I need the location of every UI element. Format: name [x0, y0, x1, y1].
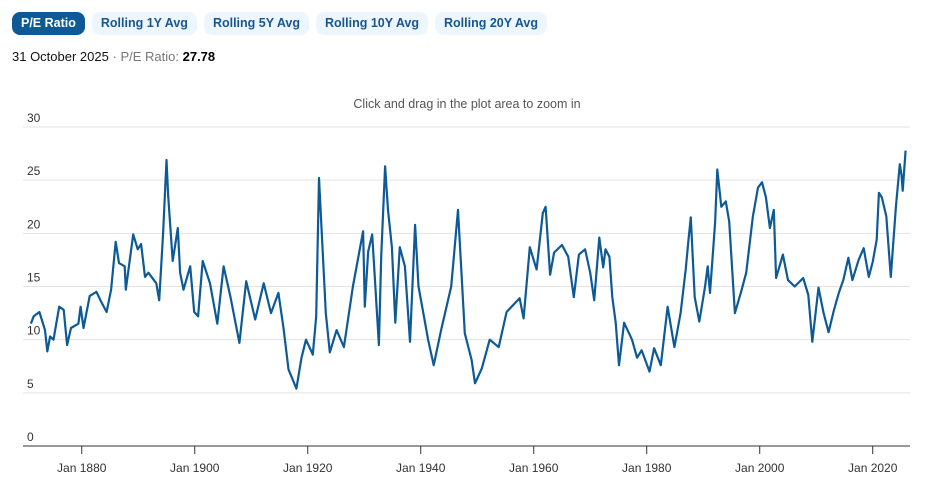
- x-tick-label: Jan 2020: [848, 461, 898, 475]
- x-tick-label: Jan 1940: [396, 461, 446, 475]
- x-tick-label: Jan 1920: [283, 461, 333, 475]
- gridlines: [23, 126, 910, 447]
- readout-separator: ·: [112, 49, 117, 64]
- y-axis-ticks: 0 5 10 15 20 25 30: [27, 111, 41, 444]
- y-tick-label: 0: [27, 430, 34, 444]
- readout-label: P/E Ratio:: [120, 49, 179, 64]
- x-axis-ticks: Jan 1880 Jan 1900 Jan 1920 Jan 1940 Jan 1960…: [57, 446, 898, 475]
- zoom-hint: Click and drag in the plot area to zoom …: [353, 97, 580, 111]
- tab-rolling-20y-avg[interactable]: Rolling 20Y Avg: [435, 12, 548, 35]
- x-tick-label: Jan 1880: [57, 461, 107, 475]
- x-tick-label: Jan 1960: [509, 461, 559, 475]
- y-tick-label: 25: [27, 164, 41, 178]
- y-tick-label: 20: [27, 217, 41, 231]
- pe-ratio-series-line[interactable]: [29, 150, 907, 390]
- x-tick-label: Jan 1900: [170, 461, 220, 475]
- tab-rolling-5y-avg[interactable]: Rolling 5Y Avg: [203, 12, 309, 35]
- y-tick-label: 10: [27, 324, 41, 338]
- tab-pe-ratio[interactable]: P/E Ratio: [12, 12, 85, 35]
- metric-tabs: P/E Ratio Rolling 1Y Avg Rolling 5Y Avg …: [12, 12, 548, 35]
- current-value-readout: 31 October 2025 · P/E Ratio: 27.78: [12, 49, 215, 64]
- tab-rolling-1y-avg[interactable]: Rolling 1Y Avg: [91, 12, 197, 35]
- x-tick-label: Jan 2000: [735, 461, 785, 475]
- tab-rolling-10y-avg[interactable]: Rolling 10Y Avg: [316, 12, 429, 35]
- readout-value: 27.78: [182, 49, 216, 64]
- x-tick-label: Jan 1980: [622, 461, 672, 475]
- readout-date: 31 October 2025: [12, 49, 109, 64]
- series-layer: [29, 150, 907, 390]
- y-tick-label: 15: [27, 271, 41, 285]
- y-tick-label: 30: [27, 111, 41, 125]
- y-tick-label: 5: [27, 377, 34, 391]
